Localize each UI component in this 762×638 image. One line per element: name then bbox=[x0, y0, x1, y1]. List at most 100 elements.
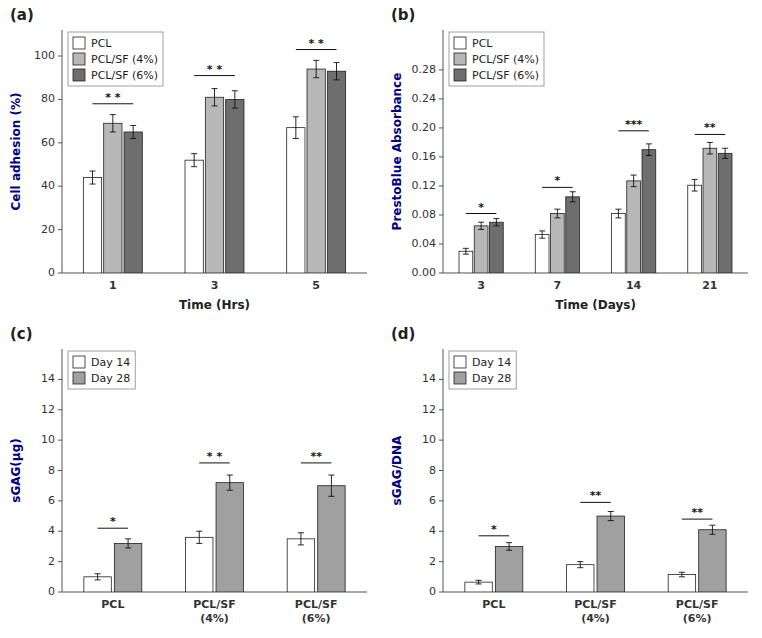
x-tick-label-line: PCL/SF bbox=[574, 598, 617, 611]
y-tick-label: 0.24 bbox=[412, 92, 437, 105]
y-tick-label: 0.08 bbox=[412, 208, 437, 221]
panel-title: (c) bbox=[10, 325, 33, 343]
bar bbox=[216, 483, 243, 592]
panel: (c)02468101214sGAG(µg)PCLPCL/SF(4%)PCL/S… bbox=[9, 325, 368, 625]
error-bar bbox=[232, 91, 238, 108]
significance-label: * bbox=[110, 515, 116, 528]
y-tick-label: 4 bbox=[48, 524, 55, 537]
marks bbox=[459, 142, 732, 273]
y-tick bbox=[58, 531, 62, 532]
legend-label: PCL/SF (6%) bbox=[91, 69, 158, 82]
significance-label: ** bbox=[704, 121, 716, 134]
x-tick-label-line: 14 bbox=[626, 279, 642, 292]
y-tick-label: 2 bbox=[429, 555, 436, 568]
y-tick-label: 12 bbox=[41, 403, 55, 416]
legend-label: PCL/SF (4%) bbox=[91, 53, 158, 66]
legend: PCLPCL/SF (4%)PCL/SF (6%) bbox=[449, 32, 544, 86]
significance-label: * bbox=[478, 201, 484, 214]
y-tick bbox=[439, 440, 443, 441]
y-tick bbox=[58, 186, 62, 187]
error-bar bbox=[570, 192, 576, 202]
error-bar bbox=[334, 63, 340, 80]
legend-box bbox=[449, 351, 516, 389]
y-tick-label: 100 bbox=[34, 49, 55, 62]
y-tick-label: 4 bbox=[429, 524, 436, 537]
y-tick-label: 0 bbox=[429, 585, 436, 598]
panel-title: (b) bbox=[391, 6, 415, 24]
error-bar bbox=[478, 222, 484, 229]
significance-label: * * bbox=[308, 37, 324, 50]
error-bar bbox=[95, 574, 101, 580]
figure: (a)020406080100Cell adhesion (%)135Time … bbox=[0, 0, 762, 638]
legend-label: Day 14 bbox=[472, 356, 511, 369]
legend: PCLPCL/SF (4%)PCL/SF (6%) bbox=[68, 32, 163, 86]
y-tick-label: 60 bbox=[41, 136, 55, 149]
legend-label: Day 28 bbox=[91, 372, 130, 385]
y-tick-label: 12 bbox=[422, 403, 436, 416]
y-tick bbox=[58, 229, 62, 230]
legend-swatch bbox=[454, 53, 466, 65]
x-tick-label: 3 bbox=[477, 279, 485, 292]
x-tick-label-line: (4%) bbox=[200, 612, 229, 625]
y-tick-label: 2 bbox=[48, 555, 55, 568]
panel: (a)020406080100Cell adhesion (%)135Time … bbox=[9, 6, 368, 312]
y-axis-label: sGAG/DNA bbox=[390, 435, 404, 506]
x-axis: 371421 bbox=[443, 273, 748, 292]
y-tick bbox=[439, 500, 443, 501]
legend-swatch bbox=[454, 372, 466, 384]
panel-title: (a) bbox=[10, 6, 34, 24]
y-tick-label: 10 bbox=[41, 433, 55, 446]
legend-swatch bbox=[73, 53, 85, 65]
y-tick bbox=[439, 379, 443, 380]
error-bar bbox=[554, 209, 560, 218]
y-tick-label: 0.04 bbox=[412, 237, 437, 250]
y-tick bbox=[58, 273, 62, 274]
y-tick-label: 8 bbox=[429, 464, 436, 477]
x-axis: PCLPCL/SF(4%)PCL/SF(6%) bbox=[443, 592, 748, 625]
error-bar bbox=[709, 525, 715, 534]
legend-box bbox=[449, 32, 544, 86]
y-axis-label: PrestoBlue Absorbance bbox=[390, 73, 404, 231]
bar bbox=[703, 148, 717, 273]
error-bar bbox=[539, 231, 545, 238]
significance-label: * * bbox=[207, 63, 223, 76]
bar bbox=[718, 153, 732, 273]
y-tick bbox=[439, 273, 443, 274]
y-tick bbox=[58, 379, 62, 380]
error-bar bbox=[298, 533, 304, 545]
y-tick-label: 0.28 bbox=[412, 63, 437, 76]
panel: (b)0.000.040.080.120.160.200.240.28Prest… bbox=[390, 6, 749, 312]
legend-swatch bbox=[454, 356, 466, 368]
bar bbox=[186, 537, 213, 592]
x-tick-label-line: 21 bbox=[702, 279, 717, 292]
error-bar bbox=[227, 475, 233, 490]
legend-swatch bbox=[73, 356, 85, 368]
significance-label: ** bbox=[590, 489, 602, 502]
y-tick bbox=[439, 69, 443, 70]
y-tick-label: 6 bbox=[429, 494, 436, 507]
x-tick-label: 14 bbox=[626, 279, 642, 292]
y-tick-label: 0.16 bbox=[412, 150, 437, 163]
bar bbox=[226, 99, 244, 273]
y-tick bbox=[58, 500, 62, 501]
x-axis-label: Time (Hrs) bbox=[179, 298, 250, 312]
y-axis-line bbox=[62, 349, 63, 592]
x-tick-label: PCL/SF(6%) bbox=[295, 598, 338, 625]
y-axis-line bbox=[443, 30, 444, 273]
error-bar bbox=[631, 175, 637, 187]
x-axis: 135 bbox=[62, 273, 367, 292]
legend-label: Day 28 bbox=[472, 372, 511, 385]
x-tick-label-line: PCL bbox=[101, 598, 124, 611]
error-bar bbox=[476, 580, 482, 584]
y-tick bbox=[58, 56, 62, 57]
y-tick-label: 14 bbox=[41, 372, 55, 385]
x-tick-label-line: (6%) bbox=[302, 612, 331, 625]
bar bbox=[567, 565, 594, 592]
y-tick bbox=[58, 409, 62, 410]
bar bbox=[205, 97, 223, 273]
bar bbox=[597, 516, 624, 592]
x-tick-label: 21 bbox=[702, 279, 717, 292]
bar bbox=[688, 185, 702, 273]
y-tick-label: 40 bbox=[41, 179, 55, 192]
x-tick-label: 5 bbox=[312, 279, 320, 292]
